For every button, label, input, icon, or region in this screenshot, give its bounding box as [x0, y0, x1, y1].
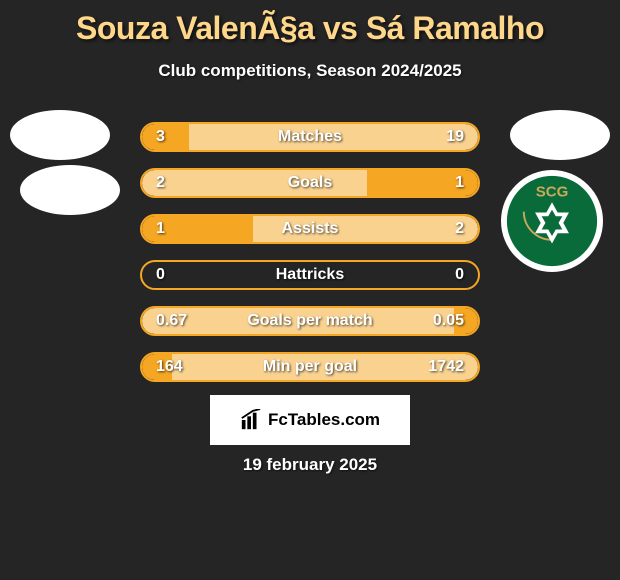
svg-text:SCG: SCG: [536, 184, 569, 201]
stats-rows: 3Matches192Goals11Assists20Hattricks00.6…: [140, 122, 480, 398]
comparison-date: 19 february 2025: [0, 455, 620, 475]
stat-value-right: 0: [455, 266, 464, 284]
stat-value-right: 2: [455, 220, 464, 238]
chart-icon: [240, 409, 262, 431]
player-right-badge-1: [510, 110, 610, 160]
stat-row: 3Matches19: [140, 122, 480, 152]
stat-row: 164Min per goal1742: [140, 352, 480, 382]
stat-label: Hattricks: [142, 266, 478, 284]
stat-value-right: 1: [455, 174, 464, 192]
stat-label: Matches: [142, 128, 478, 146]
player-left-badge-2: [20, 165, 120, 215]
player-left-badge-1: [10, 110, 110, 160]
comparison-title: Souza ValenÃ§a vs Sá Ramalho: [0, 0, 620, 47]
stat-row: 0Hattricks0: [140, 260, 480, 290]
stat-row: 2Goals1: [140, 168, 480, 198]
stat-label: Goals: [142, 174, 478, 192]
stat-value-right: 0.05: [433, 312, 464, 330]
club-crest-icon: SCG: [505, 174, 599, 268]
player-right-club-badge: SCG: [501, 170, 603, 272]
stat-row: 1Assists2: [140, 214, 480, 244]
fctables-label: FcTables.com: [268, 410, 380, 430]
fctables-watermark: FcTables.com: [210, 395, 410, 445]
stat-value-right: 1742: [428, 358, 464, 376]
stat-label: Assists: [142, 220, 478, 238]
stat-label: Goals per match: [142, 312, 478, 330]
comparison-subtitle: Club competitions, Season 2024/2025: [0, 61, 620, 81]
stat-value-right: 19: [446, 128, 464, 146]
stat-row: 0.67Goals per match0.05: [140, 306, 480, 336]
